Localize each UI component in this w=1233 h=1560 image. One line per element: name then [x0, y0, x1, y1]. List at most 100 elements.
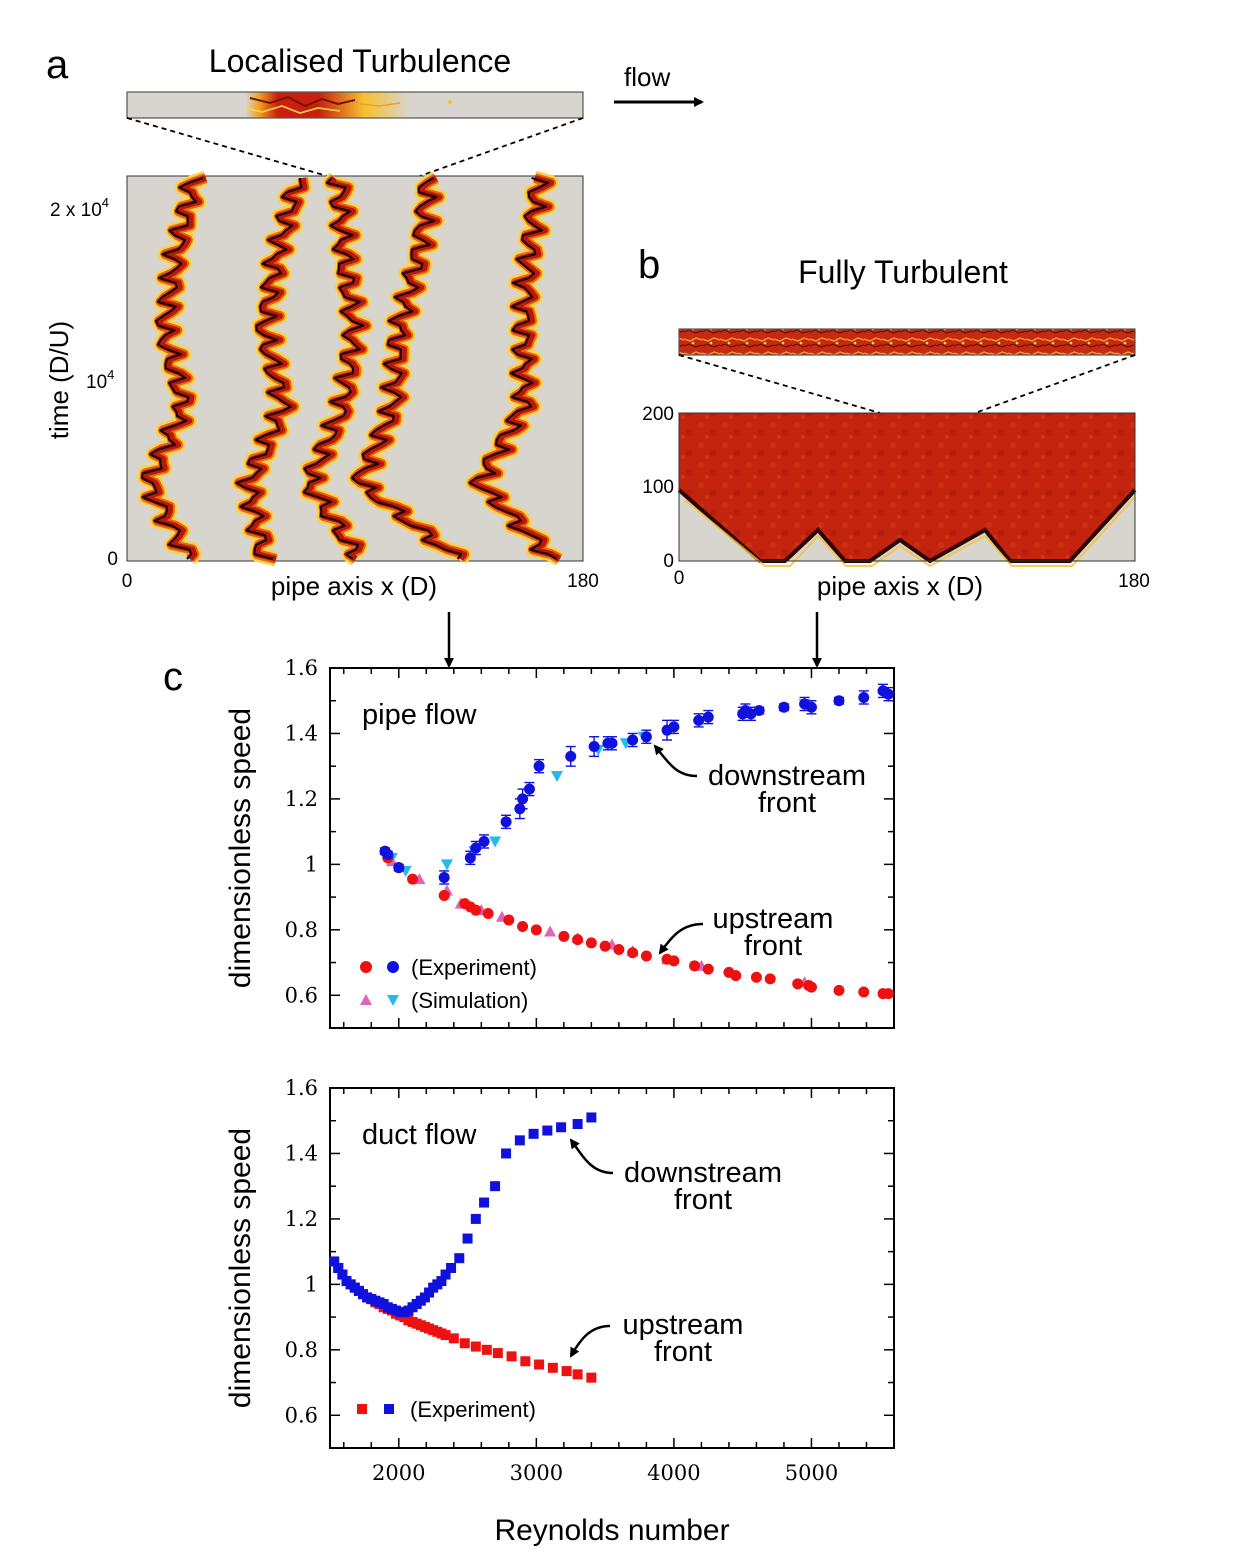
plot-frame [329, 1087, 895, 1449]
localised-puff-texture [244, 95, 452, 114]
legend-simulation: (Simulation) [411, 988, 528, 1013]
turbulence-streaks-a [137, 170, 564, 567]
annotation-upstream-line1: upstream [623, 1309, 744, 1341]
data-point [668, 721, 680, 733]
data-point [448, 1333, 459, 1344]
panel-b-letter: b [638, 243, 660, 287]
series-experiment-upstream [329, 1256, 597, 1383]
streak-edge [235, 177, 303, 561]
y-tick-label: 1.6 [285, 656, 318, 680]
data-point [586, 1372, 597, 1383]
data-point [627, 947, 639, 959]
data-point [778, 701, 790, 713]
data-point [470, 904, 482, 916]
y-tick-label: 1.2 [285, 787, 318, 811]
zoom-line-left-b [678, 354, 881, 414]
data-point [329, 1256, 340, 1267]
panel-a-xtick-0: 0 [122, 571, 133, 592]
turbulent-pipe-snapshot [678, 328, 1136, 356]
data-point [438, 871, 450, 883]
y-tick-label: 0.6 [285, 983, 318, 1007]
data-point [520, 1356, 531, 1367]
data-point [693, 714, 705, 726]
data-point [882, 988, 894, 1000]
data-point [558, 930, 570, 942]
y-tick-label: 0.8 [285, 918, 318, 942]
data-point [550, 771, 563, 782]
data-point [627, 734, 639, 746]
data-point [640, 950, 652, 962]
data-point [528, 1128, 539, 1139]
data-point [585, 937, 597, 949]
data-point [393, 862, 405, 874]
duct-downstream-annotation-arrow [569, 1138, 614, 1175]
panel-c-letter: c [163, 655, 183, 699]
data-point [440, 1269, 451, 1280]
data-point [858, 691, 870, 703]
panel-a-ylabel: time (D/U) [44, 321, 74, 439]
data-point [533, 760, 545, 772]
y-tick-label: 1 [305, 852, 318, 876]
data-point [514, 1135, 525, 1146]
data-point [489, 836, 502, 848]
data-point [572, 934, 584, 946]
spacetime-plot-b-turbulent-region [679, 413, 1135, 561]
data-point [561, 1366, 572, 1377]
panel-a-xtick-180: 180 [567, 571, 599, 592]
data-point [500, 816, 512, 828]
panel-b-xlabel: pipe axis x (D) [817, 571, 983, 601]
legend-marker [387, 961, 399, 973]
data-point [530, 924, 542, 936]
pipe-downstream-annotation-arrow [653, 744, 698, 778]
data-point [730, 970, 742, 982]
data-point [438, 889, 450, 901]
data-point [565, 750, 577, 762]
panel-name-label: pipe flow [362, 699, 478, 731]
data-point [440, 1330, 451, 1341]
data-point [454, 1253, 465, 1264]
duct-flow-chart: 0.6 0.8 1 1.2 1.4 1.6 2000 3000 4000 5000 dimensio… [224, 1076, 895, 1547]
data-point [337, 1269, 348, 1280]
flow-label: flow [624, 62, 670, 92]
data-point [572, 1369, 583, 1380]
data-point [523, 783, 535, 795]
data-point [858, 986, 870, 998]
panel-b-xtick-0: 0 [674, 568, 685, 589]
legend-marker [387, 995, 399, 1006]
data-point [764, 973, 776, 985]
data-point [689, 960, 701, 972]
data-point [407, 873, 419, 885]
annotation-upstream-line2: front [744, 930, 802, 962]
panel-a-title: Localised Turbulence [209, 43, 511, 79]
legend: (Experiment) (Simulation) [360, 955, 537, 1013]
data-point [481, 1344, 492, 1355]
panel-b-xtick-180: 180 [1118, 571, 1150, 592]
legend-experiment: (Experiment) [410, 1397, 536, 1422]
data-point [470, 1341, 481, 1352]
y-tick-label: 1.4 [285, 721, 318, 745]
data-point [382, 849, 394, 861]
data-point [440, 859, 453, 871]
data-point [606, 737, 618, 749]
y-tick-label: 0.8 [285, 1338, 318, 1362]
data-point [490, 1181, 501, 1192]
panel-a-ytick-0: 0 [107, 549, 118, 570]
data-point [805, 701, 817, 713]
y-tick-label: 1.4 [285, 1141, 318, 1165]
legend-experiment: (Experiment) [411, 955, 537, 980]
data-point [833, 695, 845, 707]
data-point [556, 1122, 567, 1133]
plot-frame [329, 667, 895, 1029]
series-experiment-downstream [379, 683, 894, 885]
panel-b-ytick-100: 100 [642, 477, 674, 498]
data-point [470, 842, 482, 854]
data-point [462, 1233, 473, 1244]
legend-marker [360, 961, 372, 973]
data-point [599, 940, 611, 952]
series-experiment-upstream [379, 845, 894, 1000]
data-point [702, 711, 714, 723]
data-point [542, 1125, 553, 1136]
data-point [517, 921, 529, 933]
data-point [640, 731, 652, 743]
pipe-flow-chart: 0.6 0.8 1 1.2 1.4 1.6 dimensionless speed pipe … [224, 656, 895, 1029]
